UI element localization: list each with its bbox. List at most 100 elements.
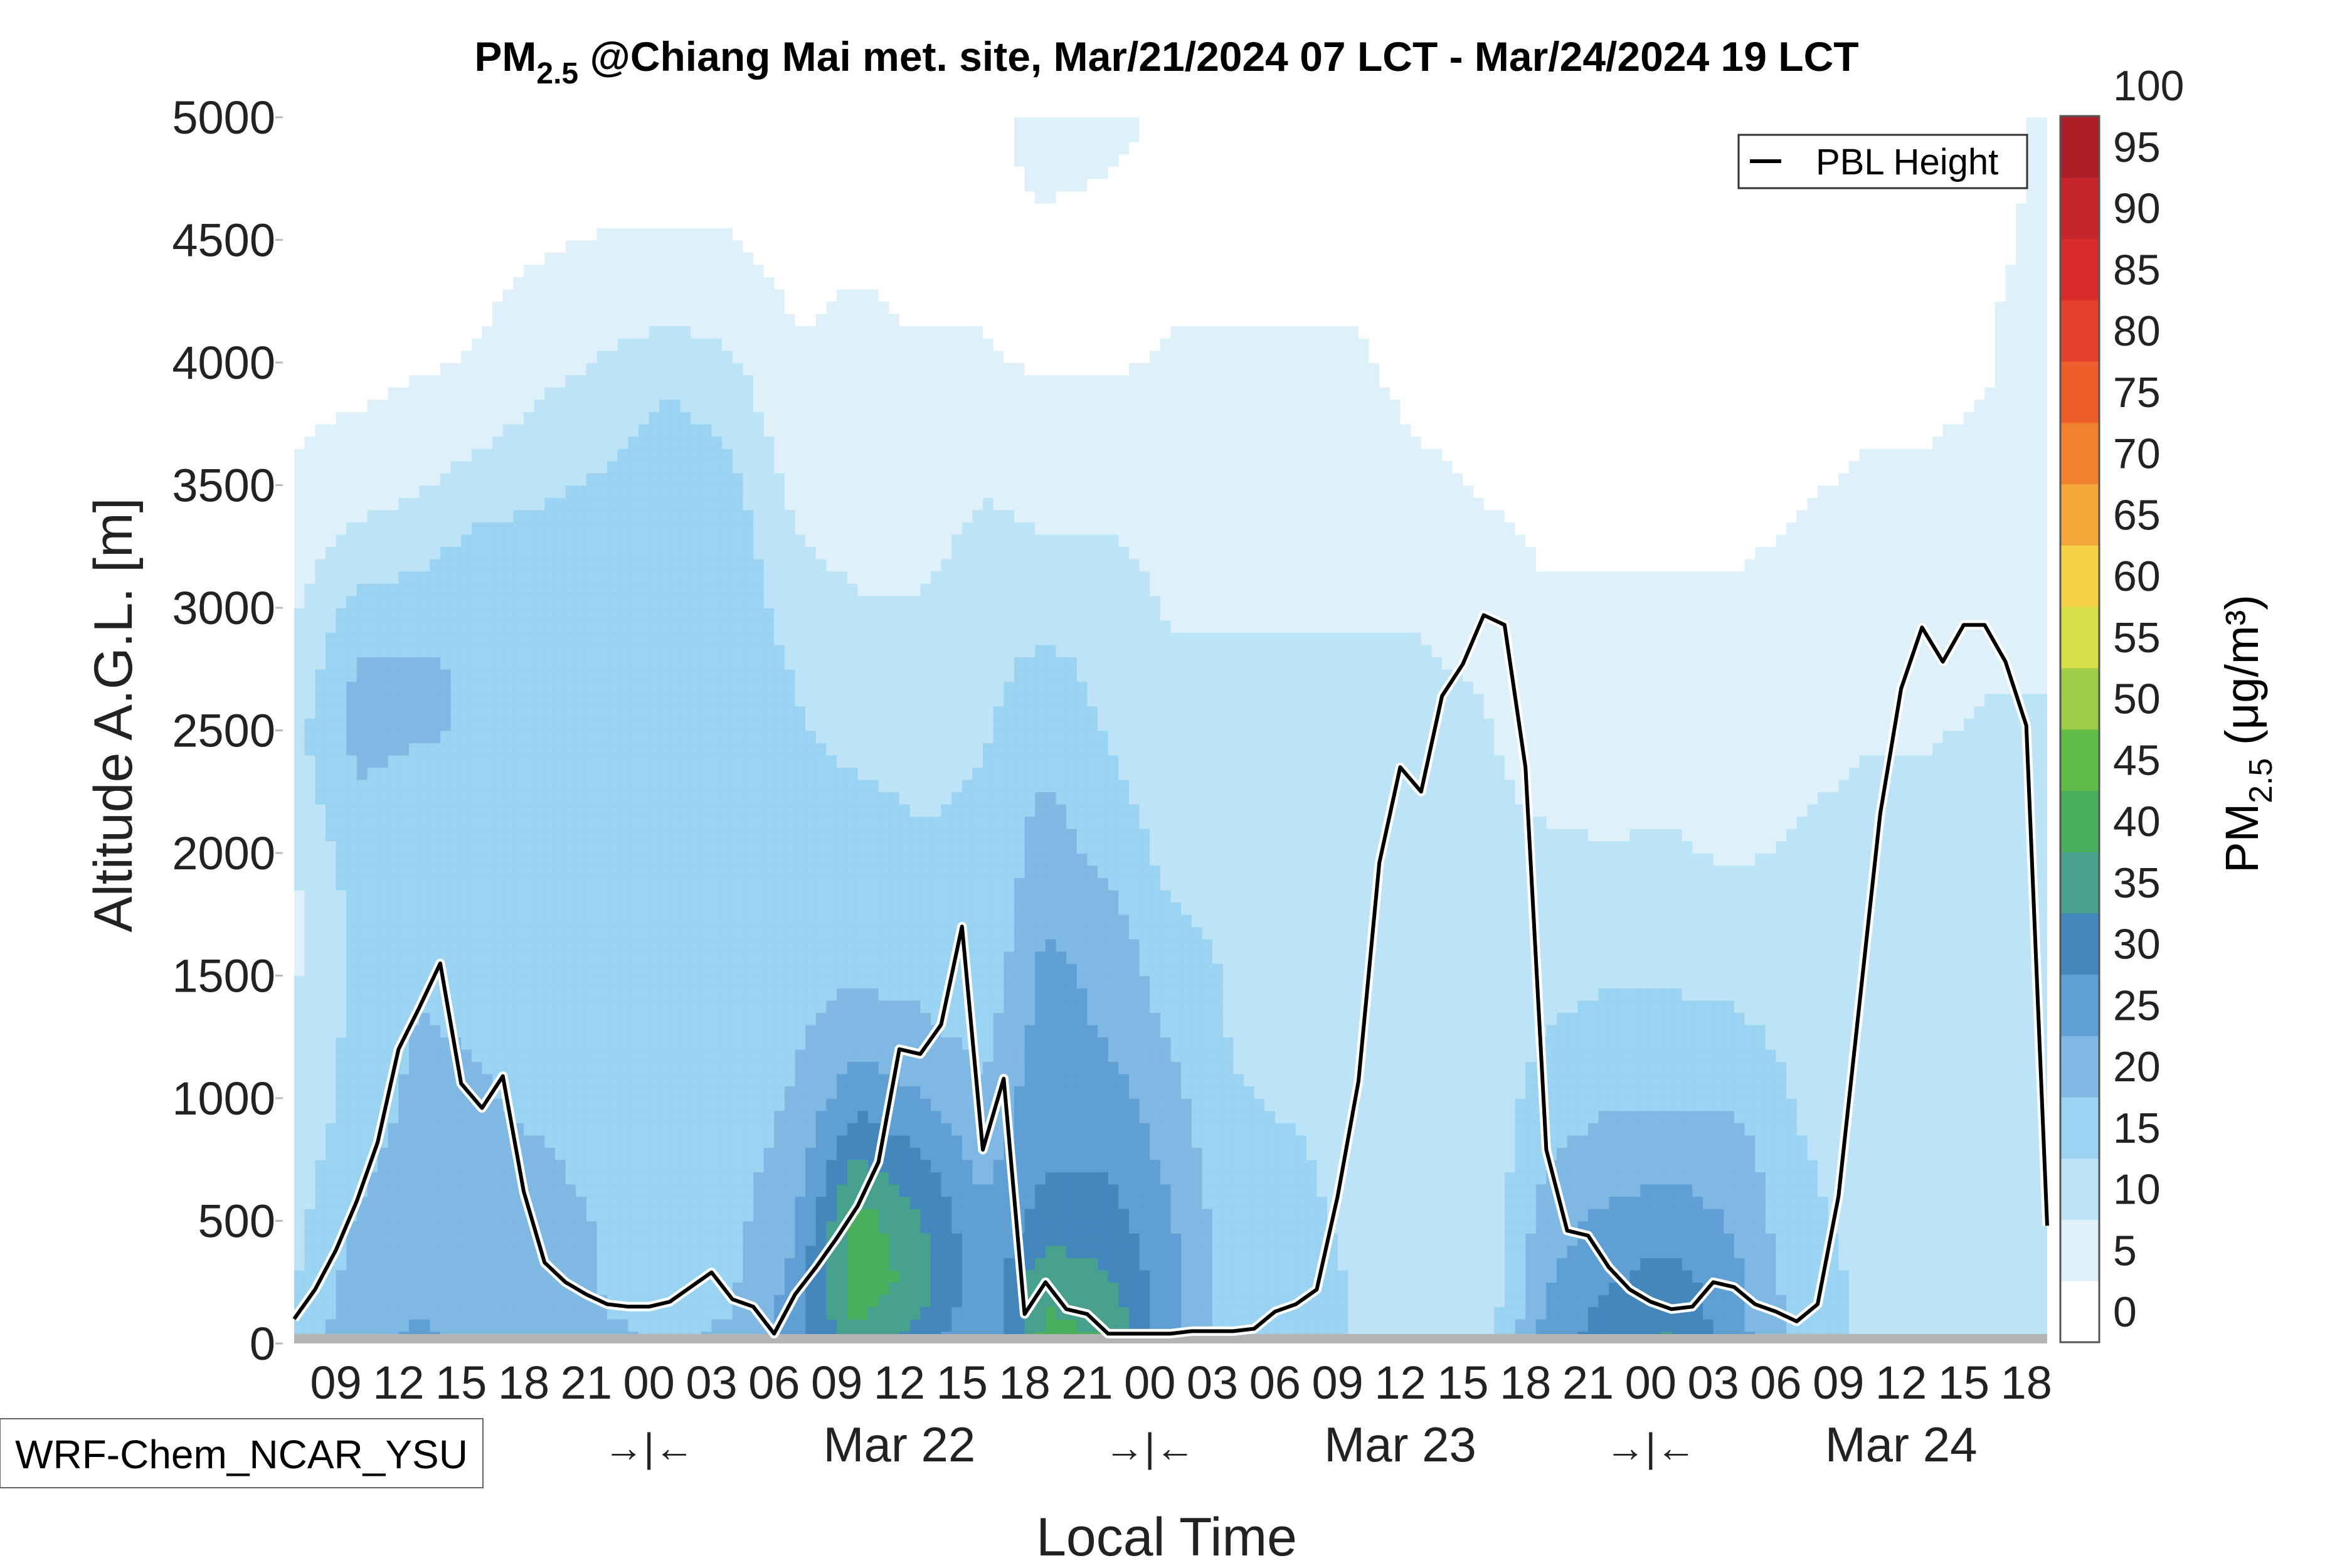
pm25-cell xyxy=(461,816,472,829)
pm25-cell xyxy=(482,460,493,474)
pm25-cell xyxy=(774,363,785,376)
pm25-cell xyxy=(576,374,587,388)
pm25-cell xyxy=(534,436,545,449)
pm25-cell xyxy=(388,988,400,1001)
pm25-cell xyxy=(513,1318,524,1332)
pm25-cell xyxy=(649,1147,660,1160)
pm25-cell xyxy=(502,644,514,657)
pm25-cell xyxy=(346,828,358,842)
pm25-cell xyxy=(596,1073,608,1087)
pm25-cell xyxy=(534,926,545,940)
pm25-cell xyxy=(743,571,754,584)
pm25-cell xyxy=(722,1184,733,1197)
pm25-cell xyxy=(763,1135,775,1148)
pm25-cell xyxy=(753,816,765,829)
pm25-cell xyxy=(701,975,712,988)
pm25-cell xyxy=(795,1000,806,1013)
pm25-cell xyxy=(388,240,400,253)
pm25-cell xyxy=(367,988,378,1001)
pm25-cell xyxy=(774,1061,785,1074)
pm25-cell xyxy=(513,730,524,743)
pm25-cell xyxy=(711,1061,723,1074)
pm25-cell xyxy=(784,718,796,731)
pm25-cell xyxy=(524,1147,535,1160)
pm25-cell xyxy=(346,166,358,179)
pm25-cell xyxy=(628,1318,639,1332)
pm25-cell xyxy=(576,1061,587,1074)
pm25-cell xyxy=(534,681,545,694)
pm25-cell xyxy=(805,657,817,670)
pm25-cell xyxy=(554,865,566,878)
pm25-cell xyxy=(607,1110,618,1123)
pm25-cell xyxy=(763,1233,775,1246)
pm25-cell xyxy=(617,865,629,878)
pm25-cell xyxy=(763,215,775,228)
pm25-cell xyxy=(691,1098,702,1111)
pm25-cell xyxy=(784,1233,796,1246)
pm25-cell xyxy=(576,889,587,903)
pm25-cell xyxy=(680,840,691,854)
pm25-cell xyxy=(669,1012,681,1025)
pm25-cell xyxy=(649,558,660,572)
pm25-cell xyxy=(784,816,796,829)
pm25-cell xyxy=(471,522,483,535)
pm25-cell xyxy=(763,1037,775,1050)
pm25-cell xyxy=(513,1049,524,1062)
pm25-cell xyxy=(398,240,410,253)
pm25-cell xyxy=(409,595,420,608)
pm25-cell xyxy=(680,767,691,780)
pm25-cell xyxy=(669,558,681,572)
pm25-cell xyxy=(471,816,483,829)
pm25-cell xyxy=(753,374,765,388)
pm25-cell xyxy=(534,583,545,596)
pm25-cell xyxy=(763,1221,775,1234)
pm25-cell xyxy=(628,1147,639,1160)
pm25-cell xyxy=(753,877,765,891)
pm25-cell xyxy=(743,313,754,327)
pm25-cell xyxy=(638,779,650,793)
pm25-cell xyxy=(680,289,691,302)
pm25-cell xyxy=(669,191,681,204)
pm25-cell xyxy=(325,1073,337,1087)
pm25-cell xyxy=(722,436,733,449)
pm25-cell xyxy=(596,534,608,547)
pm25-cell xyxy=(669,436,681,449)
pm25-cell xyxy=(461,423,472,437)
pm25-cell xyxy=(502,1294,514,1308)
pm25-cell xyxy=(701,1318,712,1332)
pm25-cell xyxy=(586,264,598,277)
pm25-cell xyxy=(367,620,378,633)
pm25-cell xyxy=(680,228,691,241)
pm25-cell xyxy=(430,1086,441,1099)
pm25-cell xyxy=(388,902,400,915)
pm25-cell xyxy=(367,1233,378,1246)
pm25-cell xyxy=(554,117,566,130)
pm25-cell xyxy=(336,902,347,915)
pm25-cell xyxy=(743,460,754,474)
pm25-cell xyxy=(430,411,441,425)
pm25-cell xyxy=(315,1098,326,1111)
pm25-cell xyxy=(554,154,566,167)
pm25-cell xyxy=(482,423,493,437)
pm25-cell xyxy=(649,166,660,179)
pm25-cell xyxy=(524,485,535,498)
pm25-cell xyxy=(711,853,723,866)
pm25-cell xyxy=(774,1086,785,1099)
pm25-cell xyxy=(628,166,639,179)
pm25-cell xyxy=(450,313,462,327)
pm25-cell xyxy=(378,1306,389,1320)
pm25-cell xyxy=(576,792,587,805)
pm25-cell xyxy=(492,313,504,327)
pm25-cell xyxy=(763,816,775,829)
pm25-cell xyxy=(753,289,765,302)
pm25-cell xyxy=(680,142,691,155)
pm25-cell xyxy=(409,767,420,780)
pm25-cell xyxy=(711,706,723,719)
pm25-cell xyxy=(628,889,639,903)
pm25-cell xyxy=(565,1258,576,1271)
pm25-cell xyxy=(753,363,765,376)
pm25-cell xyxy=(607,840,618,854)
pm25-cell xyxy=(513,1024,524,1037)
pm25-cell xyxy=(461,436,472,449)
pm25-cell xyxy=(471,166,483,179)
